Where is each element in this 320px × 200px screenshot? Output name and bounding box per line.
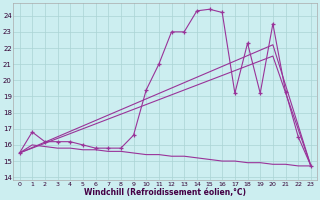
X-axis label: Windchill (Refroidissement éolien,°C): Windchill (Refroidissement éolien,°C) [84, 188, 246, 197]
